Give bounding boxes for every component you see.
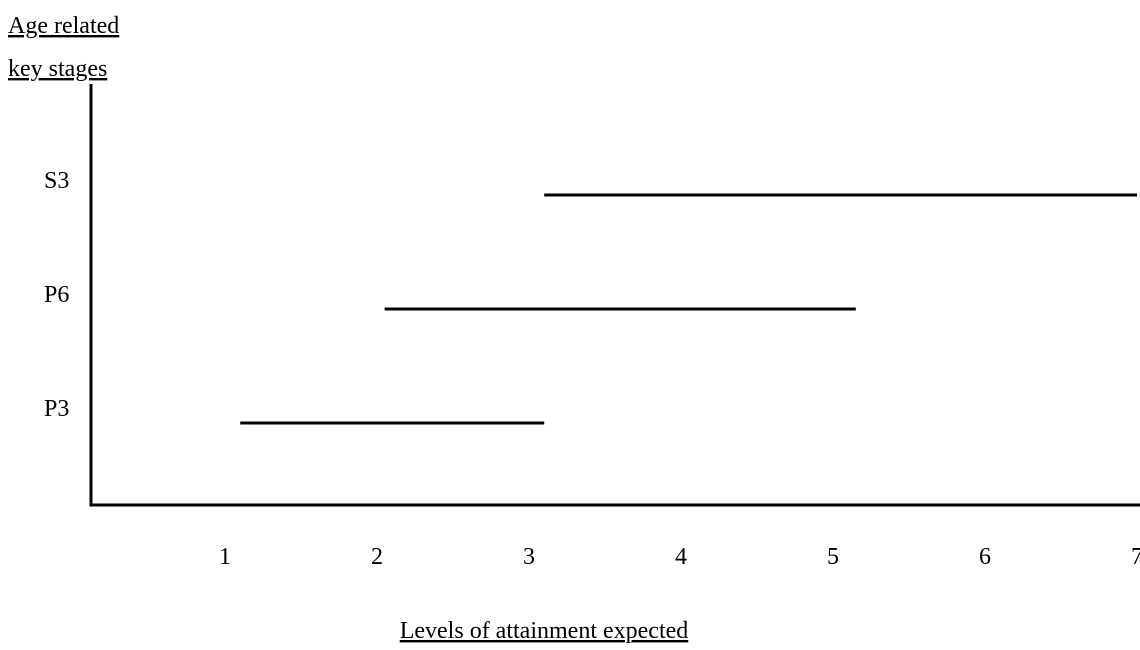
x-tick-label-1: 1 xyxy=(219,544,231,570)
range-lines xyxy=(240,193,1137,425)
x-tick-label-4: 4 xyxy=(675,544,687,570)
category-label-p3: P3 xyxy=(44,396,69,422)
x-tick-label-3: 3 xyxy=(523,544,535,570)
y-axis-title: Age related key stages xyxy=(8,13,119,82)
y-axis-title-line-1: Age related xyxy=(8,13,119,39)
category-labels: S3 P6 P3 xyxy=(44,168,69,422)
category-label-s3: S3 xyxy=(44,168,69,194)
x-tick-label-2: 2 xyxy=(371,544,383,570)
x-tick-label-6: 6 xyxy=(979,544,991,570)
category-label-p6: P6 xyxy=(44,282,69,308)
x-tick-label-5: 5 xyxy=(827,544,839,570)
x-tick-label-7: 7 xyxy=(1131,544,1140,570)
x-axis-title: Levels of attainment expected xyxy=(400,618,689,644)
y-axis-title-line-2: key stages xyxy=(8,56,107,82)
x-tick-labels: 1 2 3 4 5 6 7 xyxy=(219,544,1140,570)
